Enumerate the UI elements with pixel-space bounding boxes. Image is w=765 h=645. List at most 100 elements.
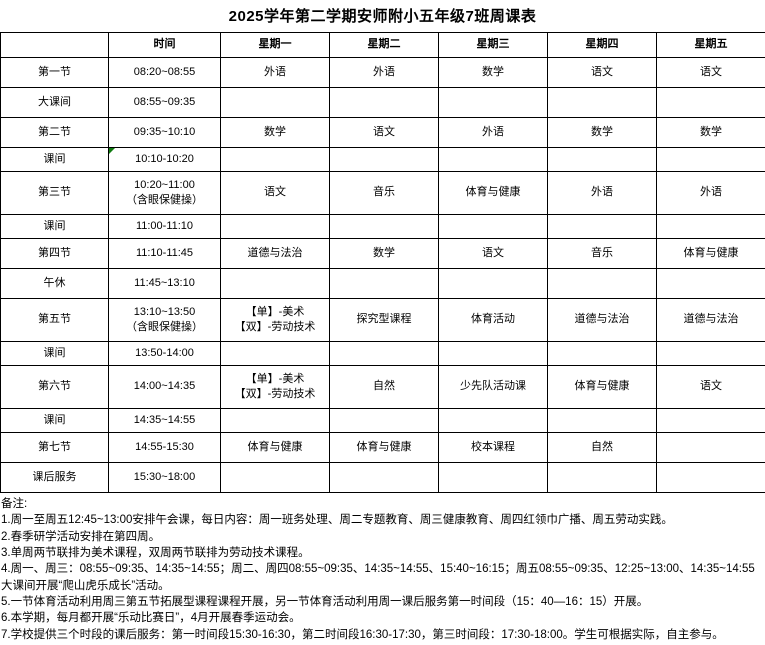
- day-header: 星期二: [330, 33, 439, 58]
- subject-cell: 体育与健康: [548, 366, 657, 409]
- subject-cell: [330, 148, 439, 172]
- subject-cell: 数学: [221, 118, 330, 148]
- row-label: 第二节: [1, 118, 109, 148]
- subject-cell: 探究型课程: [330, 299, 439, 342]
- subject-cell: 数学: [548, 118, 657, 148]
- time-cell: 14:35~14:55: [109, 409, 221, 433]
- subject-cell: [548, 409, 657, 433]
- time-cell: 14:55-15:30: [109, 433, 221, 463]
- note-item: 7.学校提供三个时段的课后服务：第一时间段15:30-16:30，第二时间段16…: [1, 627, 764, 643]
- subject-cell: 【单】-美术 【双】-劳动技术: [221, 366, 330, 409]
- subject-cell: 少先队活动课: [439, 366, 548, 409]
- subject-cell: 外语: [439, 118, 548, 148]
- timetable-page: 2025学年第二学期安师附小五年级7班周课表 时间星期一星期二星期三星期四星期五…: [0, 5, 765, 643]
- time-header: 时间: [109, 33, 221, 58]
- subject-cell: 道德与法治: [548, 299, 657, 342]
- subject-cell: 【单】-美术 【双】-劳动技术: [221, 299, 330, 342]
- row-label: 课间: [1, 148, 109, 172]
- time-cell: 08:20~08:55: [109, 58, 221, 88]
- subject-cell: [330, 342, 439, 366]
- subject-cell: 音乐: [548, 239, 657, 269]
- subject-cell: 校本课程: [439, 433, 548, 463]
- subject-cell: [221, 215, 330, 239]
- subject-cell: [657, 342, 765, 366]
- row-label: 第一节: [1, 58, 109, 88]
- time-cell: 11:10-11:45: [109, 239, 221, 269]
- subject-cell: 体育与健康: [221, 433, 330, 463]
- subject-cell: [657, 88, 765, 118]
- subject-cell: [330, 463, 439, 493]
- notes-heading: 备注:: [1, 496, 764, 512]
- subject-cell: [221, 409, 330, 433]
- note-item: 5.一节体育活动利用周三第五节拓展型课程课程开展，另一节体育活动利用周一课后服务…: [1, 594, 764, 610]
- day-header: 星期四: [548, 33, 657, 58]
- subject-cell: [548, 269, 657, 299]
- subject-cell: 数学: [657, 118, 765, 148]
- note-item: 2.春季研学活动安排在第四周。: [1, 529, 764, 545]
- row-label: 第六节: [1, 366, 109, 409]
- subject-cell: [221, 269, 330, 299]
- subject-cell: 外语: [330, 58, 439, 88]
- subject-cell: [657, 433, 765, 463]
- subject-cell: [548, 342, 657, 366]
- row-label: 课间: [1, 342, 109, 366]
- row-label: 第三节: [1, 172, 109, 215]
- subject-cell: 体育活动: [439, 299, 548, 342]
- subject-cell: 语文: [221, 172, 330, 215]
- notes-section: 备注: 1.周一至周五12:45~13:00安排午会课，每日内容：周一班务处理、…: [0, 493, 765, 643]
- time-cell: 11:00-11:10: [109, 215, 221, 239]
- time-cell: 15:30~18:00: [109, 463, 221, 493]
- row-label: 课间: [1, 409, 109, 433]
- subject-cell: [548, 463, 657, 493]
- subject-cell: 自然: [330, 366, 439, 409]
- subject-cell: 道德与法治: [657, 299, 765, 342]
- subject-cell: [439, 269, 548, 299]
- note-item: 3.单周两节联排为美术课程，双周两节联排为劳动技术课程。: [1, 545, 764, 561]
- subject-cell: 语文: [657, 58, 765, 88]
- time-cell: 13:10~13:50 （含眼保健操）: [109, 299, 221, 342]
- subject-cell: [548, 215, 657, 239]
- day-header: 星期五: [657, 33, 765, 58]
- time-cell: 08:55~09:35: [109, 88, 221, 118]
- subject-cell: 语文: [439, 239, 548, 269]
- corner-cell: [1, 33, 109, 58]
- subject-cell: [657, 409, 765, 433]
- time-cell: 10:10-10:20: [109, 148, 221, 172]
- row-label: 午休: [1, 269, 109, 299]
- subject-cell: 语文: [657, 366, 765, 409]
- subject-cell: [439, 215, 548, 239]
- subject-cell: 体育与健康: [439, 172, 548, 215]
- subject-cell: [657, 215, 765, 239]
- subject-cell: 语文: [330, 118, 439, 148]
- subject-cell: [439, 409, 548, 433]
- time-cell: 11:45~13:10: [109, 269, 221, 299]
- subject-cell: 外语: [548, 172, 657, 215]
- subject-cell: [439, 342, 548, 366]
- cell-error-marker-icon: [109, 148, 115, 154]
- subject-cell: 道德与法治: [221, 239, 330, 269]
- time-cell: 09:35~10:10: [109, 118, 221, 148]
- row-label: 第五节: [1, 299, 109, 342]
- subject-cell: [439, 148, 548, 172]
- subject-cell: [548, 88, 657, 118]
- subject-cell: [548, 148, 657, 172]
- subject-cell: [330, 269, 439, 299]
- subject-cell: 数学: [330, 239, 439, 269]
- subject-cell: 体育与健康: [657, 239, 765, 269]
- day-header: 星期一: [221, 33, 330, 58]
- row-label: 大课间: [1, 88, 109, 118]
- time-cell: 10:20~11:00 （含眼保健操）: [109, 172, 221, 215]
- header-row: 时间星期一星期二星期三星期四星期五: [1, 33, 765, 58]
- subject-cell: [221, 148, 330, 172]
